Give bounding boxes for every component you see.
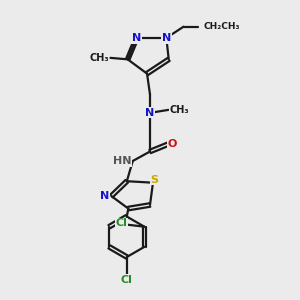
Text: N: N bbox=[146, 108, 154, 118]
Text: CH₂CH₃: CH₂CH₃ bbox=[204, 22, 240, 31]
Text: N: N bbox=[162, 33, 171, 43]
Text: N: N bbox=[132, 33, 141, 43]
Text: O: O bbox=[167, 139, 177, 149]
Text: N: N bbox=[100, 191, 109, 201]
Text: Cl: Cl bbox=[121, 275, 133, 285]
Text: S: S bbox=[151, 175, 158, 185]
Text: CH₃: CH₃ bbox=[170, 105, 190, 115]
Text: CH₃: CH₃ bbox=[89, 52, 109, 63]
Text: Cl: Cl bbox=[115, 218, 127, 228]
Text: HN: HN bbox=[113, 156, 131, 166]
